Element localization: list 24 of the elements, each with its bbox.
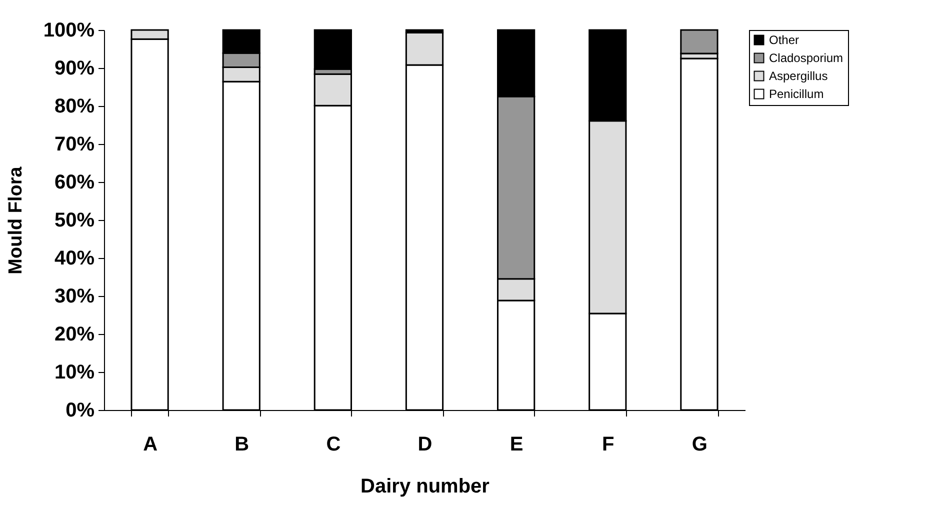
y-tick-label: 80% xyxy=(54,96,95,118)
y-tick-label: 30% xyxy=(54,286,95,308)
x-axis-title: Dairy number xyxy=(360,476,490,498)
x-tick-label: B xyxy=(234,434,250,456)
legend-label: Other xyxy=(769,33,800,47)
y-axis-title: Mould Flora xyxy=(5,166,26,274)
y-tick-label: 10% xyxy=(54,362,95,384)
y-tick-label: 50% xyxy=(54,210,95,232)
y-tick-label: 90% xyxy=(54,58,95,80)
x-tick-label: C xyxy=(326,434,341,456)
y-tick-label: 40% xyxy=(54,248,95,270)
y-tick-label: 0% xyxy=(66,400,95,422)
x-tick-label: F xyxy=(602,434,614,456)
legend-label: Penicillum xyxy=(769,87,824,101)
x-tick-label: A xyxy=(143,434,158,456)
x-tick-label: D xyxy=(418,434,432,456)
x-tick-label: G xyxy=(692,434,708,456)
y-tick-label: 100% xyxy=(43,20,95,42)
y-tick-label: 60% xyxy=(54,172,95,194)
x-tick-label: E xyxy=(510,434,524,456)
legend-label: Aspergillus xyxy=(769,69,828,83)
y-tick-label: 20% xyxy=(54,324,95,346)
legend-label: Cladosporium xyxy=(769,51,844,65)
y-tick-label: 70% xyxy=(54,134,95,156)
